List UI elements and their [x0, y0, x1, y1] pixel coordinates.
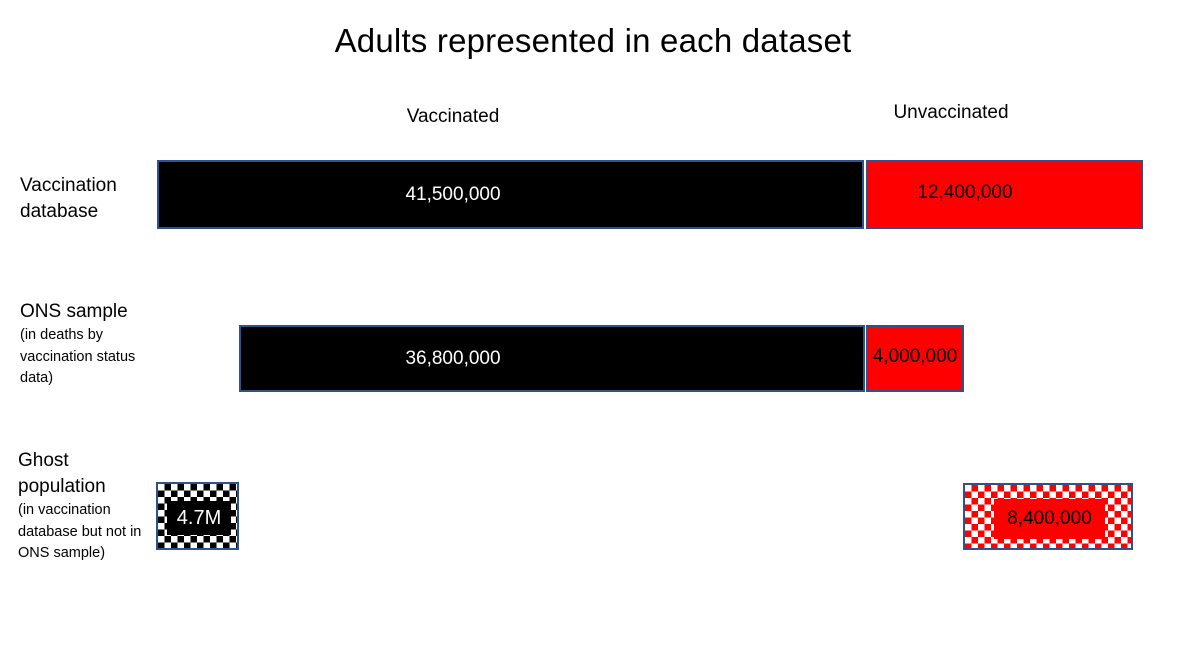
row-label-ons-sample: ONS sample (in deaths by vaccination sta… — [20, 299, 145, 390]
bar-value-ghost-population-unvaccinated: 8,400,000 — [994, 499, 1105, 539]
row-title: Ghost population — [18, 450, 106, 497]
row-title: Vaccination database — [20, 175, 117, 222]
chart-title: Adults represented in each dataset — [334, 22, 852, 59]
bar-vaccination-database-vaccinated — [157, 160, 864, 229]
bar-ons-sample-unvaccinated — [866, 325, 964, 392]
column-header-unvaccinated: Unvaccinated — [893, 102, 1009, 123]
row-note: (in vaccination database but not in ONS … — [18, 502, 142, 561]
bar-ghost-population-vaccinated: 4.7M — [156, 482, 239, 550]
row-label-vaccination-database: Vaccination database — [20, 173, 165, 225]
bar-ons-sample-vaccinated — [239, 325, 865, 392]
column-header-vaccinated: Vaccinated — [406, 106, 500, 127]
bar-vaccination-database-unvaccinated — [866, 160, 1143, 229]
row-label-ghost-population: Ghost population (in vaccination databas… — [18, 448, 143, 565]
bar-ghost-population-unvaccinated: 8,400,000 — [963, 483, 1133, 550]
row-note: (in deaths by vaccination status data) — [20, 327, 136, 386]
bar-value-ghost-population-vaccinated: 4.7M — [167, 501, 231, 535]
row-title: ONS sample — [20, 301, 128, 322]
